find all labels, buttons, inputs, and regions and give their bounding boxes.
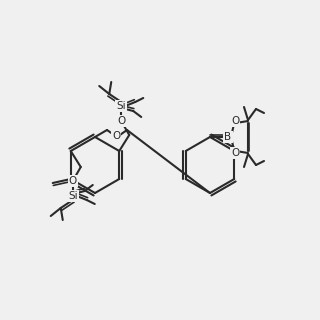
Text: O: O (231, 148, 239, 158)
Text: O: O (112, 131, 120, 141)
Text: Si: Si (116, 101, 126, 111)
Text: O: O (231, 116, 239, 126)
Text: O: O (117, 116, 125, 126)
Text: Si: Si (68, 191, 77, 201)
Text: O: O (68, 176, 77, 186)
Text: B: B (224, 132, 232, 142)
